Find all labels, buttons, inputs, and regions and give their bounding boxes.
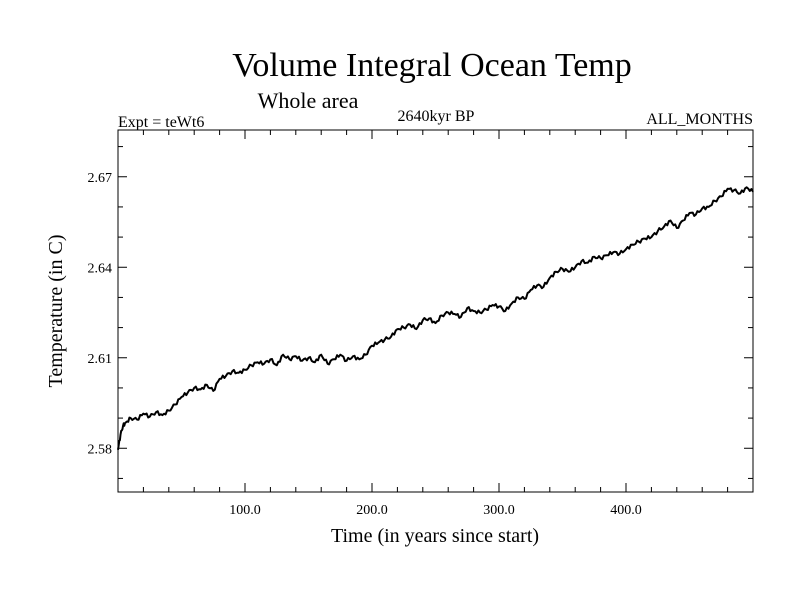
months-label: ALL_MONTHS (646, 111, 753, 128)
temperature-series-line (118, 187, 753, 450)
axis-ticks (118, 130, 753, 492)
x-axis-label: Time (in years since start) (331, 525, 539, 547)
axis-tick-labels: 100.0 200.0 300.0 400.0 2.58 2.61 2.64 2.67 (88, 171, 642, 518)
plot-frame (118, 130, 753, 492)
x-tick-label: 200.0 (356, 503, 388, 518)
x-tick-label: 300.0 (483, 503, 515, 518)
y-tick-label: 2.67 (88, 171, 113, 186)
line-chart: Volume Integral Ocean Temp Whole area Ex… (0, 0, 800, 600)
experiment-label: Expt = teWt6 (118, 114, 204, 131)
y-tick-label: 2.64 (88, 261, 113, 276)
y-tick-label: 2.58 (88, 442, 113, 457)
x-tick-label: 400.0 (610, 503, 642, 518)
y-tick-label: 2.61 (88, 352, 113, 367)
x-tick-label: 100.0 (229, 503, 261, 518)
chart-subtitle: Whole area (258, 88, 359, 113)
y-axis-label: Temperature (in C) (45, 235, 67, 388)
chart-title: Volume Integral Ocean Temp (232, 47, 632, 84)
epoch-label: 2640kyr BP (398, 108, 475, 125)
